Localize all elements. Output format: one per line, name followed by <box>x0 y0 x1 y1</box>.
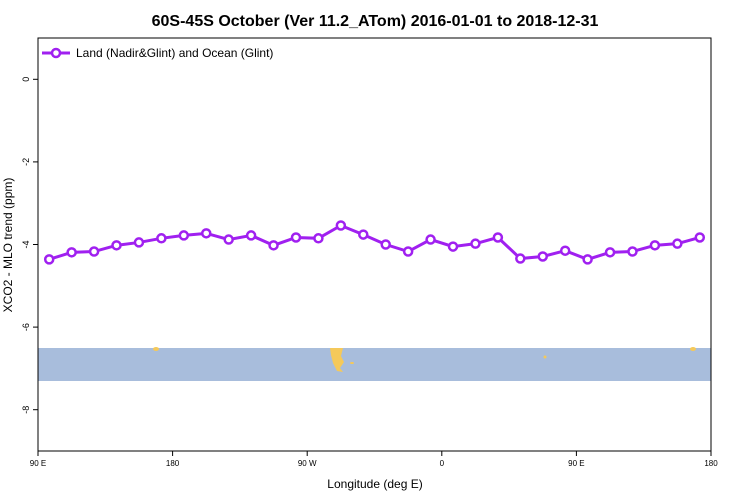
data-point <box>88 246 100 257</box>
y-axis-label: XCO2 - MLO trend (ppm) <box>1 178 15 313</box>
data-point <box>649 240 661 251</box>
data-point <box>447 241 459 252</box>
data-point <box>133 237 145 248</box>
x-tick-label: 180 <box>166 459 180 468</box>
legend-marker <box>50 47 62 59</box>
data-point <box>425 234 436 245</box>
x-tick-label: 90 E <box>30 459 46 468</box>
data-point <box>694 232 706 243</box>
data-point <box>627 246 638 257</box>
data-point <box>672 238 683 249</box>
data-point <box>492 232 504 243</box>
map-strip <box>38 347 711 381</box>
x-tick-label: 90 W <box>298 459 317 468</box>
data-point <box>245 230 257 241</box>
y-tick-label: -4 <box>21 240 31 248</box>
land <box>153 347 159 351</box>
data-point <box>380 239 391 250</box>
legend: Land (Nadir&Glint) and Ocean (Glint) <box>42 46 273 60</box>
data-point <box>43 254 55 265</box>
series-line <box>48 223 701 261</box>
y-tick-label: -6 <box>21 323 31 331</box>
data-point <box>358 229 369 240</box>
data-point <box>66 247 77 258</box>
data-point <box>223 234 234 245</box>
chart-title: 60S-45S October (Ver 11.2_ATom) 2016-01-… <box>152 13 599 30</box>
land <box>543 355 547 359</box>
data-point <box>178 230 190 241</box>
land <box>350 362 354 364</box>
x-tick-label: 0 <box>440 459 445 468</box>
y-tick-label: -8 <box>21 406 31 414</box>
land <box>330 348 344 372</box>
data-point <box>111 240 122 251</box>
ocean-band <box>38 348 711 381</box>
data-point <box>156 233 167 244</box>
data-point <box>559 245 571 256</box>
legend-label: Land (Nadir&Glint) and Ocean (Glint) <box>76 46 273 60</box>
data-point <box>604 247 616 258</box>
x-tick-label: 90 E <box>568 459 584 468</box>
x-tick-label: 180 <box>704 459 718 468</box>
data-point <box>470 238 481 249</box>
land <box>690 347 696 351</box>
data-point <box>335 220 347 231</box>
data-point <box>313 233 324 244</box>
x-axis-label: Longitude (deg E) <box>327 477 422 491</box>
data-point <box>537 251 548 262</box>
data-point <box>515 253 526 264</box>
y-tick-label: 0 <box>21 77 31 82</box>
data-point <box>402 246 414 257</box>
data-point <box>290 232 302 243</box>
data-point <box>582 254 593 265</box>
data-point <box>201 228 212 239</box>
y-tick-label: -2 <box>21 158 31 166</box>
data-point <box>268 240 279 251</box>
